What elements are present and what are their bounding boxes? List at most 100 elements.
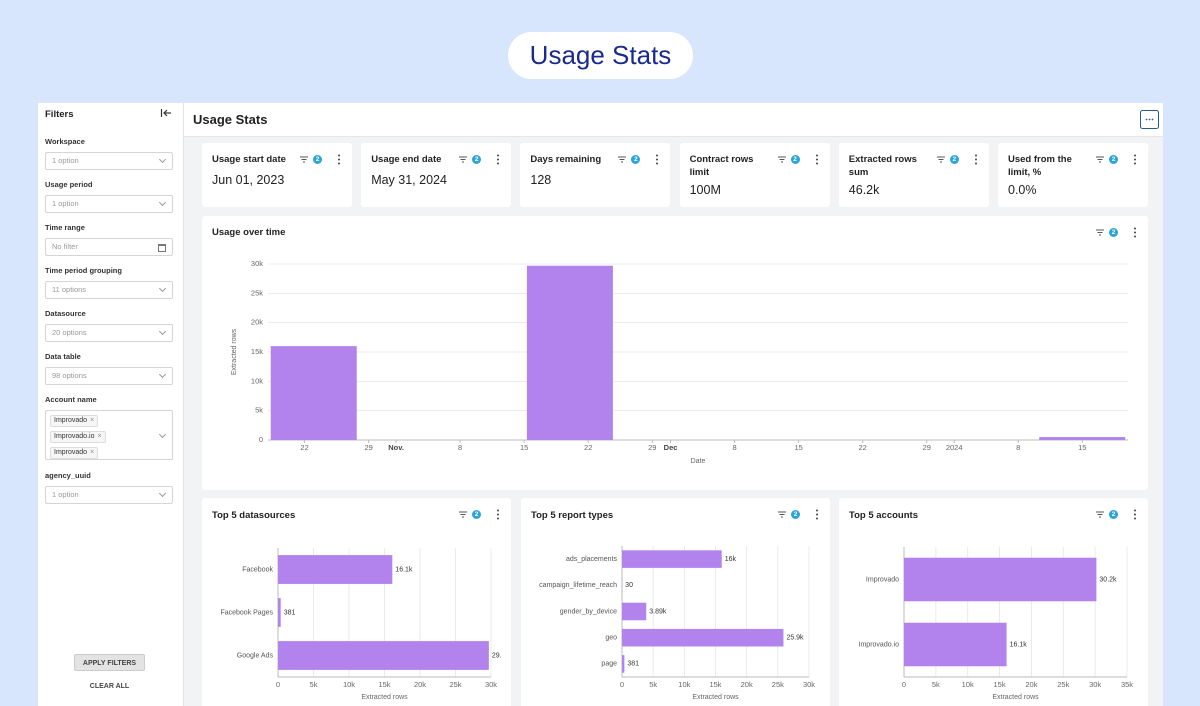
more-button[interactable] [1140,110,1159,129]
icon-dot [816,513,818,516]
filter-label: Account name [45,395,97,404]
kebab-menu[interactable] [974,154,978,165]
icon-dot [338,158,340,161]
icon-dot [1134,509,1136,512]
kpi-card: Contract rows limit 100M 2 [679,143,830,207]
filter-placeholder: 20 options [52,328,87,337]
icon-dot [1134,235,1136,238]
filter-placeholder: 1 option [52,156,79,165]
filter-count-badge[interactable]: 2 [472,510,481,519]
chevron [158,489,167,498]
kpi-card: Used from the limit, % 0.0% 2 [998,143,1148,207]
filter-placeholder: 1 option [52,490,79,499]
kpi-value: 0.0% [1008,183,1037,197]
filter-icon[interactable] [936,156,945,163]
filter-icon[interactable] [778,511,786,518]
kpi-value: 100M [689,183,721,197]
filter-input[interactable]: No filter [45,238,173,256]
kpi-value: Jun 01, 2023 [212,173,285,187]
filter-input[interactable]: 20 options [45,324,173,342]
dashboard-header: Usage Stats [184,103,1163,137]
filter-icon[interactable] [300,156,308,163]
icon-dot [974,158,977,161]
filter-count-badge[interactable]: 2 [1109,510,1118,519]
icon-dot [1134,517,1136,520]
kpi-card: Usage end date May 31, 2024 2 [361,143,512,207]
kpi-title: Contract rows limit [689,154,754,178]
filter-icon[interactable] [618,156,627,163]
filter-input[interactable]: 98 options [45,367,173,385]
chart-card: Top 5 report types 2 [521,498,830,706]
apply-filters-button[interactable]: APPLY FILTERS [74,654,145,671]
icon-dot [497,154,500,157]
filter-count-badge[interactable]: 2 [1109,228,1118,237]
filter-count-badge[interactable]: 2 [790,155,800,164]
kpi-title: Used from the limit, % [1008,154,1072,178]
filter-icon[interactable] [459,156,468,163]
filter-icon[interactable] [1096,229,1104,236]
kpi-value: May 31, 2024 [371,173,447,187]
chevron [158,370,167,379]
kebab-menu[interactable] [1133,227,1137,238]
kpi-title: Days remaining [530,154,602,165]
filter-count-badge[interactable]: 2 [1109,155,1118,164]
kpi-value: 46.2k [848,183,880,197]
icon-dot [1134,158,1136,161]
icon-dot [497,509,499,512]
kpi-card: Usage start date Jun 01, 2023 2 [202,143,352,207]
icon-dot [1134,154,1136,157]
kpi-card: Extracted rows sum 46.2k 2 [838,143,989,207]
chart-title: Top 5 datasources [212,510,296,521]
filter-input[interactable]: 11 options [45,281,173,299]
kpi-title: Extracted rows sum [848,154,917,178]
icon-dot [1134,513,1136,516]
filter-label: Workspace [45,137,85,146]
filter-count-badge[interactable]: 2 [791,510,800,519]
icon-dot [1134,227,1136,230]
icon-dot [338,154,340,157]
kebab-menu[interactable] [655,154,659,165]
dashboard-title: Usage Stats [193,112,268,127]
filter-list: Workspace 1 option Usage period 1 option Tim… [38,137,184,514]
kebab-menu[interactable] [1133,509,1137,520]
page-title: Usage Stats [508,32,693,79]
icon-dot [656,158,659,161]
filter-count-badge[interactable]: 2 [472,155,482,164]
filter-count-badge[interactable]: 2 [949,155,959,164]
chart-card: Top 5 accounts 2 [839,498,1148,706]
icon-dot [816,509,818,512]
filter-icon[interactable] [1096,511,1104,518]
filter-label: Time range [45,223,85,232]
chevron [158,327,167,336]
kebab-menu[interactable] [496,509,500,520]
filter-chip[interactable]: Improvado [50,415,99,427]
kebab-menu[interactable] [1133,154,1137,165]
kebab-menu[interactable] [815,154,819,165]
filter-chip[interactable]: Improvado.io [50,431,106,443]
filter-chip[interactable]: Improvado [50,447,99,459]
filter-icon[interactable] [459,511,467,518]
filter-icon[interactable] [1096,156,1104,163]
chevron [158,284,167,293]
filter-input[interactable]: 1 option [45,152,173,170]
filter-input[interactable]: 1 option [45,195,173,213]
kebab-menu[interactable] [815,509,819,520]
filter-chip-box[interactable]: Improvado Improvado.io Improvado [45,410,173,460]
filter-input[interactable]: 1 option [45,486,173,504]
filter-count-badge[interactable]: 2 [631,155,641,164]
chart-card: Top 5 datasources 2 [202,498,511,706]
filter-icon[interactable] [777,156,786,163]
chevron [158,198,167,207]
kebab-menu[interactable] [337,154,341,165]
filter-count-badge[interactable]: 2 [313,155,322,164]
kebab-menu[interactable] [496,154,500,165]
clear-all-button[interactable]: CLEAR ALL [89,683,130,690]
chevron [158,155,167,164]
icon-dot [338,162,340,165]
icon-dot [497,517,499,520]
icon-dot [497,513,499,516]
filter-sidebar: Filters Workspace 1 option Usage period 1 o… [38,103,184,706]
chart-title: Top 5 accounts [849,510,918,521]
collapse-icon[interactable] [160,108,172,118]
sidebar-title: Filters [45,109,74,120]
